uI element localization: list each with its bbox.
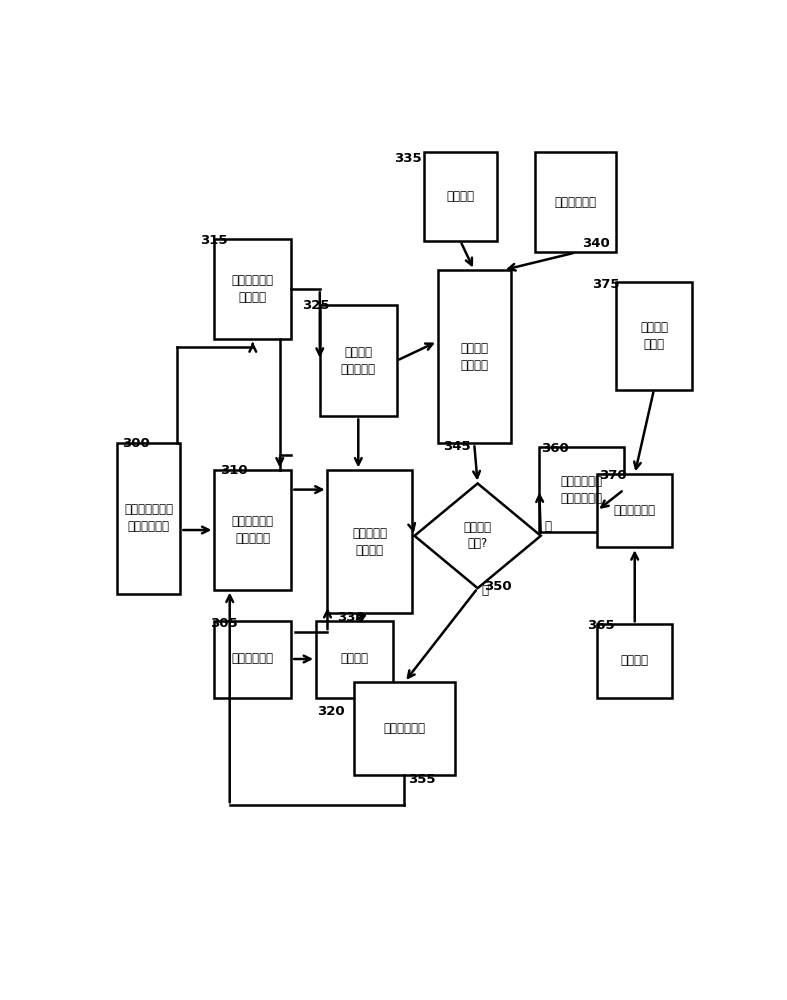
Text: 335: 335 xyxy=(394,152,422,165)
Text: 边缘控制装置
计算资源: 边缘控制装置 计算资源 xyxy=(232,274,274,304)
Text: 通信数据: 通信数据 xyxy=(341,652,368,666)
FancyBboxPatch shape xyxy=(214,470,291,590)
Text: 是: 是 xyxy=(545,520,552,533)
Text: 控制算法的
运行时间: 控制算法的 运行时间 xyxy=(353,527,387,557)
Text: 满足安全
约束?: 满足安全 约束? xyxy=(464,521,492,550)
Text: 摄像头和
传感器数据: 摄像头和 传感器数据 xyxy=(341,346,376,376)
Text: 340: 340 xyxy=(582,237,609,250)
Text: 345: 345 xyxy=(443,440,471,453)
Text: 控制区域大小: 控制区域大小 xyxy=(614,504,656,517)
FancyBboxPatch shape xyxy=(117,443,180,594)
Text: 370: 370 xyxy=(600,469,627,482)
Text: 320: 320 xyxy=(317,705,345,718)
Text: 给到控制算法的
初始车辆数量: 给到控制算法的 初始车辆数量 xyxy=(124,503,173,533)
Text: 305: 305 xyxy=(209,617,238,630)
Text: 330: 330 xyxy=(338,611,365,624)
Text: 否: 否 xyxy=(482,584,489,597)
FancyBboxPatch shape xyxy=(316,620,393,698)
FancyBboxPatch shape xyxy=(597,474,672,547)
FancyBboxPatch shape xyxy=(438,270,511,443)
FancyBboxPatch shape xyxy=(327,470,412,613)
FancyBboxPatch shape xyxy=(423,152,497,241)
Text: 安全要求: 安全要求 xyxy=(446,190,475,203)
Text: 控制命令
发送频率: 控制命令 发送频率 xyxy=(460,342,488,372)
FancyBboxPatch shape xyxy=(214,239,291,339)
FancyBboxPatch shape xyxy=(320,305,397,416)
Text: 325: 325 xyxy=(302,299,330,312)
Text: 减少车辆数量: 减少车辆数量 xyxy=(383,722,426,735)
Text: 控制点处
的地图: 控制点处 的地图 xyxy=(640,321,668,351)
Text: 375: 375 xyxy=(592,278,619,291)
Polygon shape xyxy=(415,483,541,588)
Text: 360: 360 xyxy=(541,442,568,455)
Text: 300: 300 xyxy=(122,437,150,450)
Text: 车辆状态: 车辆状态 xyxy=(621,654,648,667)
Text: 给到控制算法
的车辆数量: 给到控制算法 的车辆数量 xyxy=(232,515,274,545)
FancyBboxPatch shape xyxy=(354,682,455,774)
Text: 355: 355 xyxy=(408,773,436,786)
Text: 350: 350 xyxy=(484,580,512,593)
FancyBboxPatch shape xyxy=(214,620,291,698)
Text: 最优控制算法: 最优控制算法 xyxy=(232,652,274,666)
FancyBboxPatch shape xyxy=(535,152,616,252)
Text: 控制区域中可
行的车辆数量: 控制区域中可 行的车辆数量 xyxy=(560,475,603,505)
Text: 365: 365 xyxy=(587,619,615,632)
FancyBboxPatch shape xyxy=(616,282,692,389)
Text: 道路高程地图: 道路高程地图 xyxy=(555,196,597,209)
Text: 315: 315 xyxy=(201,234,228,247)
FancyBboxPatch shape xyxy=(597,624,672,698)
Text: 310: 310 xyxy=(220,464,247,477)
FancyBboxPatch shape xyxy=(539,447,624,532)
